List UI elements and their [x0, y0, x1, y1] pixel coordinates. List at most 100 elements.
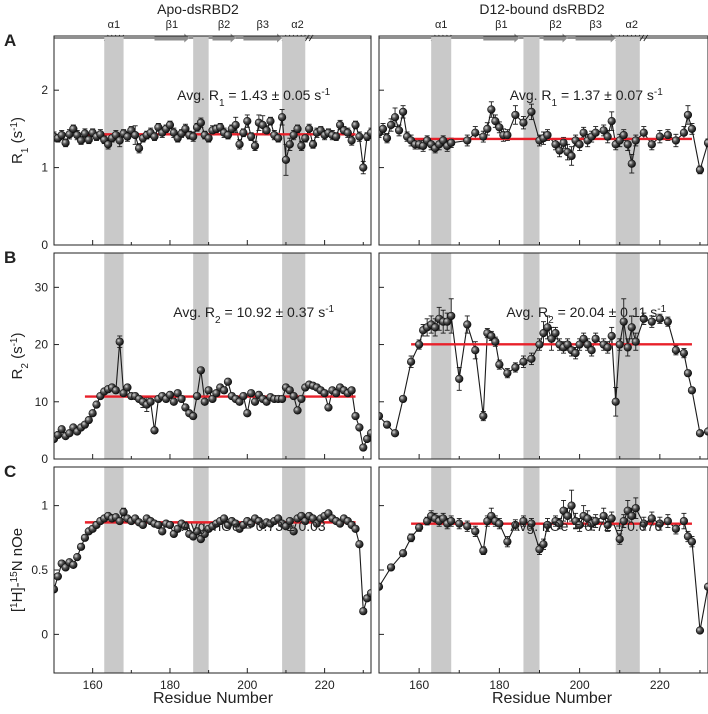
data-point [639, 519, 648, 528]
data-point [359, 163, 368, 172]
data-point [250, 141, 260, 151]
data-point [320, 389, 329, 398]
data-point [671, 346, 681, 355]
shaded-region [193, 467, 209, 673]
data-point [390, 113, 400, 122]
data-point [285, 516, 294, 526]
plot-frame [378, 466, 708, 674]
data-point [165, 520, 175, 530]
y-tick-label: 1 [41, 499, 48, 513]
plot-frame [53, 466, 372, 674]
data-point [219, 386, 229, 395]
data-point [627, 159, 636, 168]
data-point [619, 516, 628, 526]
ss-label: β1 [495, 19, 507, 31]
data-point [687, 537, 697, 546]
data-point [406, 357, 416, 366]
data-point [447, 311, 456, 321]
secondary-structure-d12: α1 β1 β2 β3 α2 [379, 19, 708, 43]
data-point [591, 516, 600, 526]
data-point [623, 343, 632, 352]
data-point [579, 334, 588, 343]
data-point [277, 394, 287, 404]
data-point [503, 537, 512, 546]
data-point [285, 386, 294, 395]
data-point [567, 501, 576, 510]
x-axis-label-left: Residue Number [153, 690, 274, 707]
x-tick-label: 160 [83, 678, 103, 692]
data-point [200, 397, 209, 406]
data-point [219, 514, 229, 523]
data-point [69, 560, 78, 569]
panel-C-apo: 0 0.5 1 160 180 200 220 Avg. nOe = 0.73 ± 0.03 [31, 466, 372, 692]
data-point [539, 329, 548, 338]
data-point [443, 317, 452, 326]
panel-B-d12: Avg. R2 = 20.04 ± 0.11 s-1 [378, 252, 708, 460]
data-point [543, 130, 552, 140]
data-point [455, 519, 464, 528]
data-point [679, 128, 689, 137]
data-point [247, 132, 256, 141]
data-point [703, 138, 708, 147]
data-point [555, 146, 564, 155]
shaded-region [523, 467, 540, 673]
data-point [591, 334, 600, 343]
data-point [398, 394, 408, 404]
data-point [603, 343, 612, 352]
data-point [343, 128, 352, 137]
data-point [76, 136, 86, 145]
data-point [138, 520, 148, 530]
data-point [695, 626, 705, 635]
y-axis-label: R1 (s-1) [9, 117, 31, 164]
data-point [687, 124, 697, 133]
data-point [379, 124, 388, 133]
data-point [487, 105, 496, 114]
data-point [208, 394, 217, 404]
ss-sheet-arrow [243, 33, 283, 43]
data-point [439, 136, 448, 145]
shaded-region [282, 36, 306, 245]
data-point [615, 534, 624, 544]
data-point [683, 369, 693, 378]
data-point [511, 110, 520, 120]
data-point [76, 542, 86, 551]
data-point [683, 110, 693, 120]
panel-B-apo: 0 10 20 30 Avg. R2 = 10.92 ± 0.37 s-1 [35, 252, 372, 466]
shaded-region [523, 36, 540, 245]
data-point [519, 118, 528, 127]
data-point [115, 136, 124, 145]
data-point [181, 403, 190, 412]
data-point [379, 582, 384, 591]
data-point [527, 519, 536, 528]
data-point [415, 523, 424, 532]
data-point [587, 346, 596, 355]
data-point [527, 107, 536, 116]
data-point [431, 323, 440, 332]
data-point [165, 390, 175, 400]
data-point [158, 527, 167, 536]
panel-A-d12: Avg. R1 = 1.37 ± 0.07 s-1 [378, 35, 708, 246]
data-point [471, 527, 480, 536]
data-point [204, 134, 213, 143]
shaded-region [104, 467, 124, 673]
data-point [366, 128, 371, 137]
data-point [563, 511, 572, 521]
data-point [301, 134, 310, 143]
data-point [351, 524, 360, 533]
data-point [281, 155, 291, 164]
data-point [639, 314, 648, 323]
data-point [679, 516, 689, 526]
data-point [386, 120, 396, 130]
data-point [355, 540, 364, 549]
data-point [703, 582, 708, 591]
data-point [169, 397, 178, 406]
data-point [394, 126, 404, 135]
plot-frame [378, 252, 708, 460]
data-point [551, 140, 560, 149]
data-point [150, 426, 159, 435]
data-point [627, 511, 636, 521]
average-annotation: Avg. R2 = 10.92 ± 0.37 s-1 [173, 304, 334, 326]
x-tick-label: 160 [409, 678, 429, 692]
ss-label: β1 [166, 19, 178, 31]
